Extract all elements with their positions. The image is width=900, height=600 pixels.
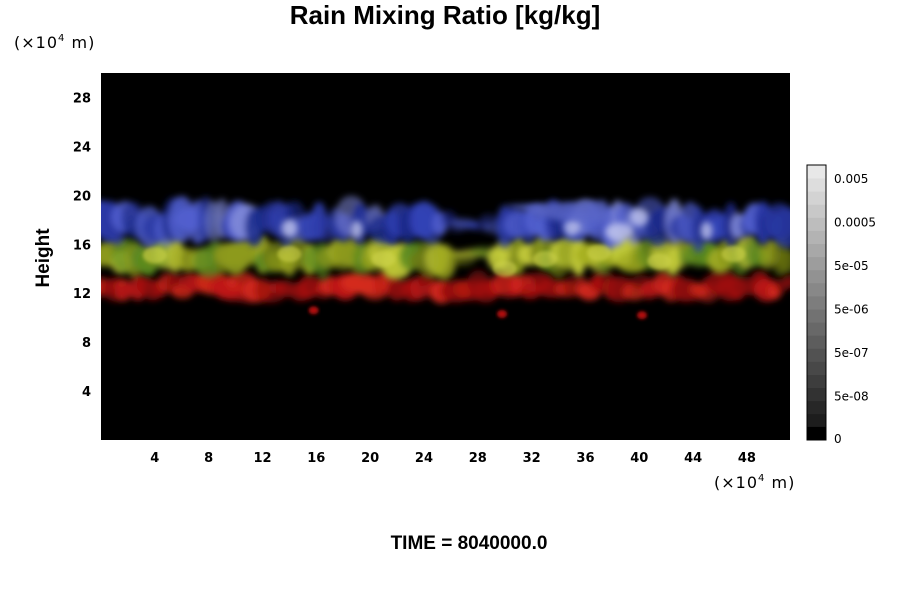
colorbar-step xyxy=(807,269,826,284)
colorbar-step xyxy=(807,204,826,218)
colorbar-step xyxy=(807,191,826,205)
colorbar xyxy=(806,164,827,441)
colorbar-step xyxy=(807,243,826,258)
x-tick-label: 40 xyxy=(630,451,648,466)
x-tick-label: 44 xyxy=(684,451,702,466)
colorbar-step xyxy=(807,348,826,362)
chart-title: Rain Mixing Ratio [kg/kg] xyxy=(290,0,601,30)
x-tick-label: 36 xyxy=(576,451,594,466)
colorbar-label: 0.0005 xyxy=(834,216,876,230)
x-tick-label: 12 xyxy=(253,451,271,466)
x-unit-label: (×104 m) xyxy=(714,473,795,492)
colorbar-step xyxy=(807,322,826,336)
rain-spot xyxy=(497,309,508,318)
y-unit-label: (×104 m) xyxy=(14,33,95,52)
colorbar-step xyxy=(807,230,826,244)
rain-field xyxy=(101,195,790,320)
x-tick-label: 28 xyxy=(469,451,487,466)
colorbar-step xyxy=(807,295,826,310)
y-axis-label: Height xyxy=(33,228,54,288)
y-tick-label: 16 xyxy=(73,238,91,253)
x-axis-ticks: 4 8 12 16 20 24 28 32 36 40 44 48 xyxy=(150,451,756,466)
y-axis-ticks: 4 8 12 16 20 24 28 xyxy=(73,91,91,400)
colorbar-step xyxy=(807,361,826,375)
colorbar-label: 5e-05 xyxy=(834,259,869,273)
x-tick-label: 4 xyxy=(150,451,159,466)
colorbar-step xyxy=(807,335,826,349)
colorbar-label: 0.005 xyxy=(834,172,868,186)
colorbar-step xyxy=(807,282,826,297)
colorbar-step xyxy=(807,387,826,402)
rain-spot xyxy=(636,311,647,320)
y-tick-label: 20 xyxy=(73,189,91,204)
colorbar-step xyxy=(807,178,826,192)
colorbar-label: 5e-07 xyxy=(834,346,869,360)
time-label: TIME = 8040000.0 xyxy=(391,533,548,554)
colorbar-frame xyxy=(806,164,827,441)
colorbar-label: 5e-08 xyxy=(834,390,869,404)
x-tick-label: 8 xyxy=(204,451,213,466)
blue-band-highlights xyxy=(281,208,713,242)
colorbar-step xyxy=(807,413,826,428)
colorbar-step xyxy=(807,165,826,179)
x-tick-label: 20 xyxy=(361,451,379,466)
y-tick-label: 12 xyxy=(73,287,91,302)
colorbar-zero-step xyxy=(807,426,826,440)
colorbar-step xyxy=(807,374,826,389)
rain-spot xyxy=(308,306,319,315)
y-tick-label: 4 xyxy=(82,385,91,400)
x-tick-label: 32 xyxy=(523,451,541,466)
x-tick-label: 48 xyxy=(738,451,756,466)
y-tick-label: 24 xyxy=(73,140,91,155)
x-tick-label: 16 xyxy=(307,451,325,466)
y-tick-label: 8 xyxy=(82,336,91,351)
x-tick-label: 24 xyxy=(415,451,433,466)
blue-band xyxy=(101,195,790,253)
colorbar-step xyxy=(807,309,826,323)
red-band xyxy=(101,268,790,304)
yellow-highlights xyxy=(142,244,746,277)
colorbar-step xyxy=(807,400,826,415)
colorbar-label: 5e-06 xyxy=(834,303,869,317)
y-tick-label: 28 xyxy=(73,91,91,106)
colorbar-step xyxy=(807,256,826,271)
colorbar-labels: 0.005 0.0005 5e-05 5e-06 5e-07 5e-08 0 xyxy=(834,172,876,446)
colorbar-label: 0 xyxy=(834,432,842,446)
colorbar-step xyxy=(807,217,826,231)
